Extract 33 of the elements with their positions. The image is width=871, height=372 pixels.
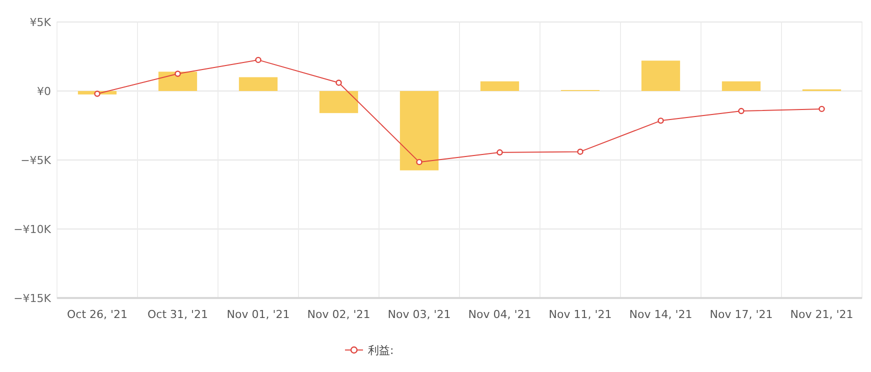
bar xyxy=(238,77,278,91)
point xyxy=(416,158,422,166)
bar xyxy=(480,81,520,91)
bar xyxy=(400,91,439,170)
x-tick-label: Nov 03, '21 xyxy=(388,308,451,321)
bar xyxy=(158,72,198,91)
point xyxy=(94,90,100,97)
x-tick-label: Nov 21, '21 xyxy=(790,308,854,321)
x-tick-label: Oct 31, '21 xyxy=(147,308,208,321)
point xyxy=(818,106,825,112)
x-tick-label: Nov 02, '21 xyxy=(307,308,370,321)
x-tick-label: Nov 14, '21 xyxy=(629,308,692,321)
bar xyxy=(641,60,680,91)
y-tick-label: ¥5K xyxy=(30,16,52,29)
y-tick-label: −¥5K xyxy=(20,154,52,167)
y-tick-label: −¥10K xyxy=(14,222,52,236)
point xyxy=(336,80,342,86)
x-tick-label: Nov 04, '21 xyxy=(468,308,532,321)
point xyxy=(577,148,584,155)
point xyxy=(738,108,744,114)
x-tick-label: Nov 11, '21 xyxy=(548,308,612,321)
x-tick-label: Oct 26, '21 xyxy=(66,308,128,321)
bar xyxy=(319,91,358,114)
y-tick-label: −¥15K xyxy=(14,292,52,305)
x-tick-label: Nov 17, '21 xyxy=(710,308,773,321)
point xyxy=(255,56,262,64)
legend-label: 利益: xyxy=(368,344,394,357)
point xyxy=(174,70,181,77)
point xyxy=(496,149,503,156)
point xyxy=(658,118,664,124)
y-tick-label: ¥0 xyxy=(37,84,51,98)
bar xyxy=(722,81,761,91)
x-tick-label: Nov 01, '21 xyxy=(226,308,290,321)
